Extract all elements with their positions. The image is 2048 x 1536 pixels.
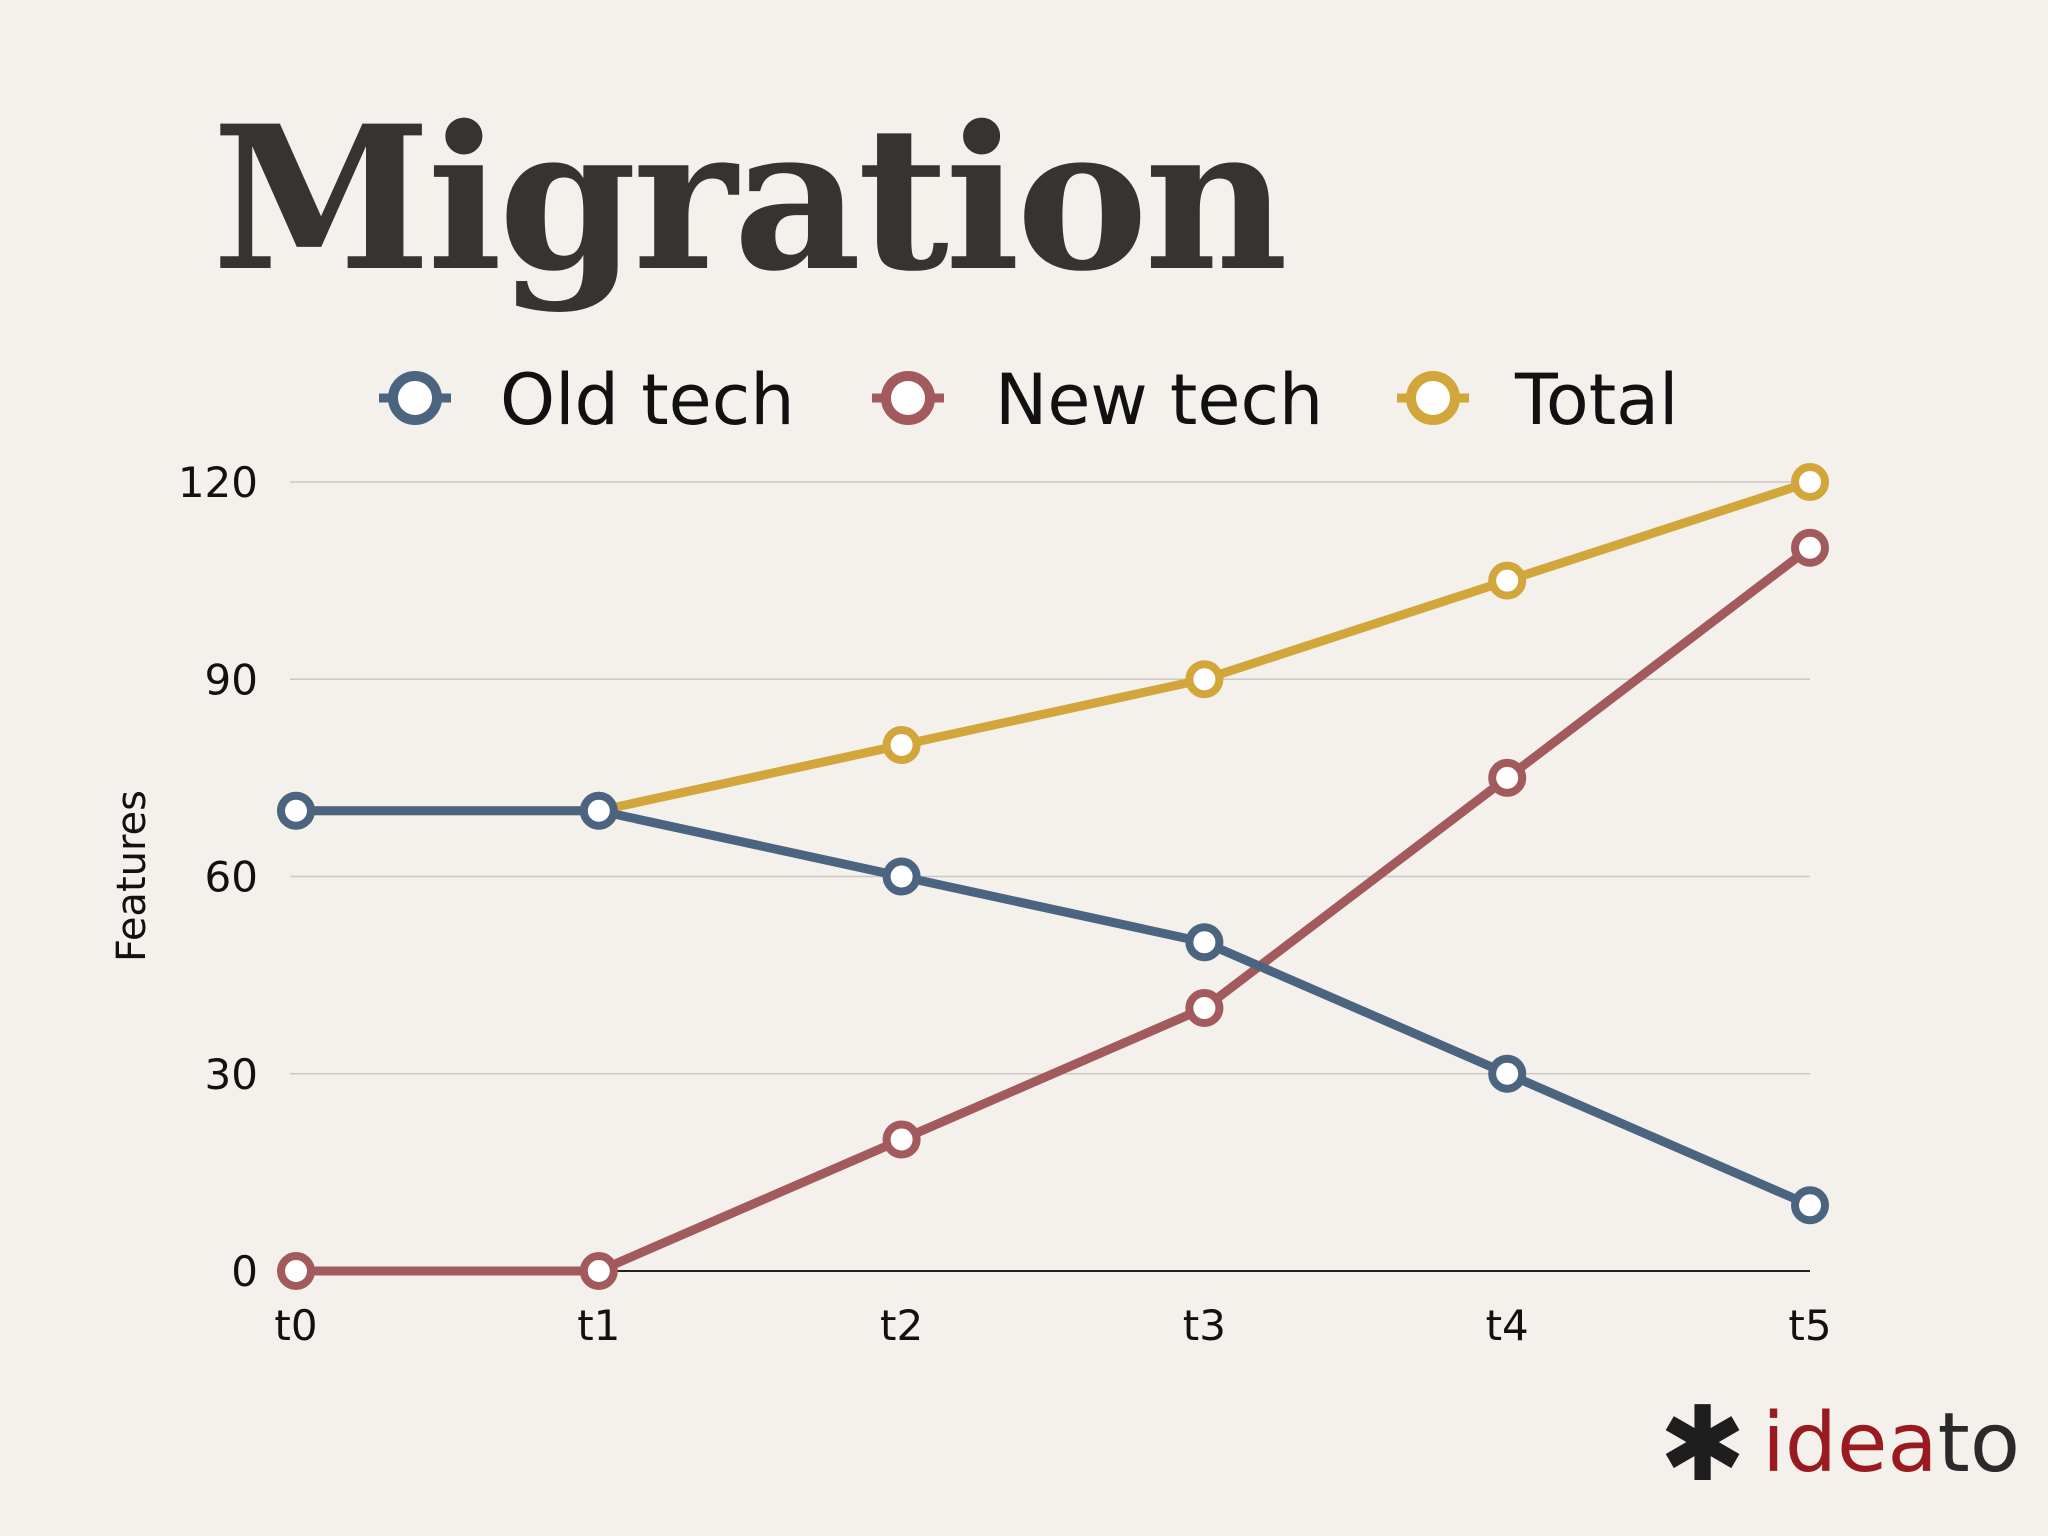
chart-legend: Old tech New tech Total — [379, 359, 1678, 441]
slide-title: Migration — [212, 82, 1288, 315]
data-point — [1185, 989, 1224, 1027]
series-line — [291, 806, 1815, 1210]
y-tick-label: 120 — [178, 458, 258, 507]
data-point — [882, 1120, 921, 1159]
logo-text-rest: to — [1937, 1396, 2020, 1491]
y-tick-label: 30 — [205, 1050, 258, 1099]
legend-label: New tech — [995, 359, 1323, 441]
data-point — [579, 791, 618, 830]
data-point — [1488, 1054, 1527, 1093]
x-tick-label: t3 — [1183, 1301, 1226, 1350]
legend-marker-icon — [881, 371, 935, 425]
data-point — [1488, 758, 1527, 797]
y-tick-label: 60 — [205, 853, 258, 902]
legend-marker-icon — [1406, 371, 1460, 425]
legend-label: Old tech — [500, 359, 795, 441]
data-point — [1185, 660, 1224, 699]
y-tick-label: 0 — [231, 1247, 258, 1296]
series-line — [291, 543, 1815, 1276]
x-tick-label: t1 — [577, 1301, 620, 1350]
data-point — [1791, 463, 1829, 501]
legend-item-old-tech: Old tech — [379, 359, 795, 441]
series-group — [277, 463, 1829, 1290]
x-tick-label: t5 — [1788, 1301, 1831, 1350]
x-tick-label: t2 — [880, 1301, 923, 1350]
logo-text-accent: idea — [1762, 1396, 1938, 1491]
series-old-tech — [277, 791, 1829, 1225]
legend-item-total: Total — [1397, 359, 1678, 441]
y-axis-title: Features — [109, 790, 155, 962]
asterisk-icon: ✱ — [1659, 1383, 1747, 1505]
data-point — [1488, 561, 1527, 600]
legend-label: Total — [1514, 359, 1678, 441]
x-tick-label: t4 — [1486, 1301, 1529, 1350]
x-tick-label: t0 — [274, 1301, 317, 1350]
data-point — [1185, 923, 1224, 962]
data-point — [277, 791, 315, 830]
grid-lines — [290, 481, 1810, 1272]
data-point — [1791, 1186, 1829, 1225]
y-tick-label: 90 — [205, 655, 258, 704]
data-point — [1791, 528, 1829, 567]
series-total — [277, 463, 1829, 830]
data-point — [277, 1252, 315, 1290]
data-point — [579, 1252, 618, 1290]
data-point — [882, 726, 921, 764]
data-point — [882, 857, 921, 896]
legend-item-new-tech: New tech — [872, 359, 1323, 441]
series-new-tech — [277, 528, 1829, 1290]
series-line — [291, 477, 1815, 816]
y-axis-ticks: 0 30 60 90 120 — [178, 458, 258, 1296]
ideato-logo: ✱ idea to — [1659, 1392, 2020, 1496]
legend-marker-icon — [388, 371, 442, 425]
x-axis-ticks: t0 t1 t2 t3 t4 t5 — [274, 1301, 1831, 1350]
